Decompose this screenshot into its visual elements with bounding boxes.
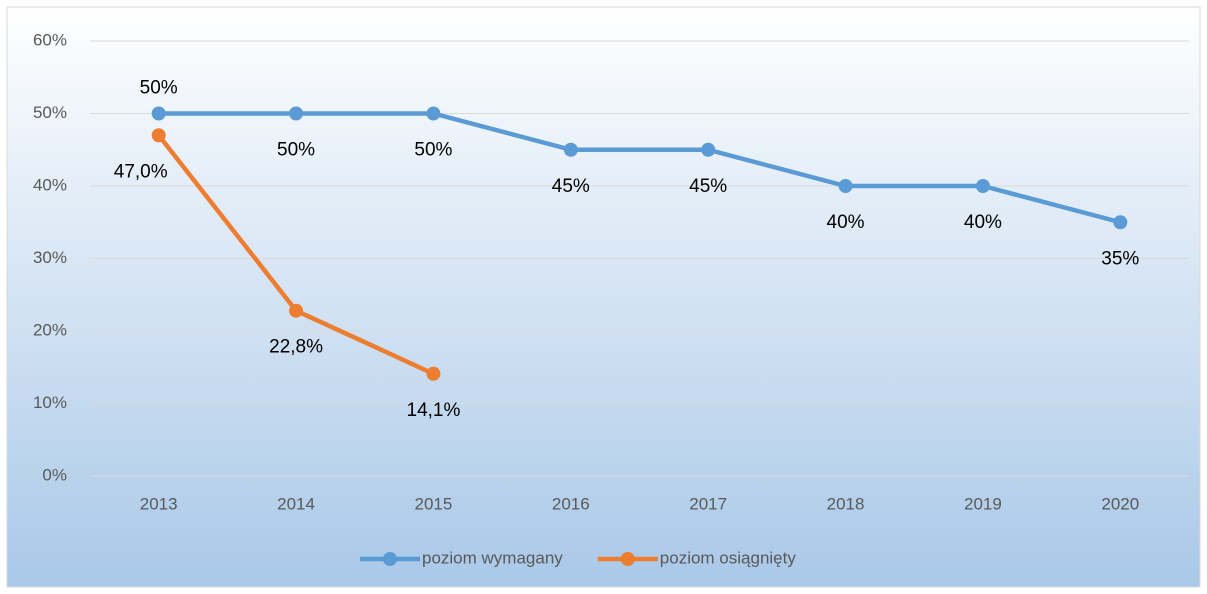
y-tick-label: 20% — [33, 320, 67, 339]
legend-marker — [620, 552, 635, 566]
x-tick-label: 2016 — [552, 494, 590, 513]
data-point — [838, 179, 853, 193]
data-label: 50% — [140, 78, 178, 99]
data-point — [563, 142, 578, 157]
data-point — [289, 303, 304, 318]
data-point — [289, 106, 304, 121]
x-tick-label: 2015 — [415, 494, 453, 513]
data-point — [975, 179, 990, 193]
data-point — [426, 366, 441, 381]
x-tick-label: 2018 — [827, 494, 865, 513]
data-point — [151, 128, 166, 143]
data-label: 35% — [1101, 248, 1139, 269]
data-label: 47,0% — [114, 161, 168, 182]
data-label: 45% — [689, 176, 727, 197]
x-tick-label: 2019 — [964, 494, 1002, 513]
data-label: 50% — [277, 140, 315, 161]
data-label: 40% — [964, 212, 1002, 233]
chart-background — [6, 6, 1201, 588]
data-point — [701, 142, 716, 157]
y-tick-label: 30% — [33, 248, 67, 267]
data-point — [426, 106, 441, 121]
y-tick-label: 0% — [42, 465, 67, 484]
y-tick-label: 10% — [33, 393, 67, 412]
x-tick-label: 2013 — [140, 494, 178, 513]
y-tick-label: 50% — [33, 103, 67, 122]
x-tick-label: 2014 — [277, 494, 315, 513]
x-tick-label: 2017 — [689, 494, 727, 513]
data-label: 40% — [827, 212, 865, 233]
legend-marker — [383, 552, 397, 566]
x-tick-label: 2020 — [1101, 494, 1139, 513]
y-tick-label: 40% — [33, 175, 67, 194]
data-point — [151, 106, 166, 121]
series-line — [158, 111, 1121, 225]
legend-label: poziom wymagany — [422, 548, 563, 567]
data-label: 45% — [552, 176, 590, 197]
legend-label: poziom osiągnięty — [660, 548, 797, 567]
data-label: 50% — [414, 140, 452, 161]
data-label: 22,8% — [269, 337, 323, 358]
y-tick-label: 60% — [33, 30, 67, 49]
data-label: 14,1% — [407, 400, 461, 421]
data-point — [1113, 215, 1128, 230]
